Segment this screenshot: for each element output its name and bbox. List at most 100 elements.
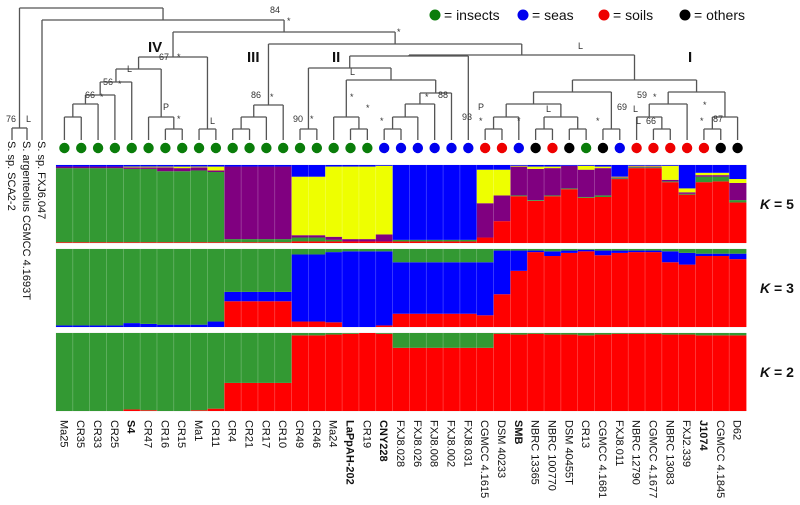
legend-dot (598, 9, 610, 21)
bar-segment (459, 249, 478, 263)
bar-segment (375, 325, 393, 327)
tree-support-labels: 76 L 66 * 56 * L P * L 67 * IV 86 * III 90 * * * * * 88 L II 93 * P… (6, 5, 723, 126)
bar-segment (577, 169, 595, 197)
source-dot-insects (126, 142, 137, 154)
bar-segment (712, 176, 730, 182)
source-dot-soils (665, 142, 676, 154)
bar-segment (661, 182, 680, 243)
bar-segment (594, 168, 612, 196)
bar-segment (645, 333, 663, 411)
bar-segment (510, 165, 528, 166)
support-label: L (546, 104, 551, 114)
bar-segment (695, 253, 713, 257)
clade-label-i: I (688, 49, 692, 66)
bar-segment (274, 239, 293, 243)
bar-segment (241, 239, 259, 243)
support-label: P (163, 102, 169, 112)
bar-segment (560, 250, 579, 253)
bar-segment (123, 165, 141, 167)
bar-segment (712, 165, 730, 173)
bar-segment (291, 249, 309, 255)
support-label: 69 (617, 102, 627, 112)
bar-segment (611, 252, 629, 327)
bar-segment (560, 334, 579, 411)
bar-segment (358, 249, 377, 252)
bar-segment (712, 253, 730, 257)
legend-label: = others (694, 7, 745, 23)
bar-segment (375, 251, 393, 326)
support-label: 59 (637, 90, 647, 100)
panel-k5: K = 5 (55, 164, 794, 244)
bar-segment (661, 165, 680, 180)
bar-segment (257, 382, 276, 411)
bar-segment (207, 165, 225, 167)
bar-segment (72, 249, 91, 326)
bar-segment (56, 333, 74, 411)
bar-segment (527, 200, 545, 243)
support-label: 67 (159, 52, 169, 62)
support-label: 84 (270, 5, 280, 15)
bar-segment (409, 333, 427, 348)
bar-segment (527, 333, 545, 334)
bar-segment (628, 252, 646, 327)
bar-segment (173, 249, 192, 325)
bar-segment (544, 249, 562, 252)
bar-segment (274, 301, 293, 327)
sample-label: NBRC 13083 (663, 420, 675, 485)
bar-segment (56, 249, 74, 326)
bar-segment (443, 241, 461, 243)
bar-segment (527, 165, 545, 167)
bar-segment (308, 249, 326, 255)
bar-segment (661, 165, 680, 166)
bar-segment (527, 252, 545, 327)
bar-segment (628, 166, 646, 168)
bar-segment (527, 200, 545, 201)
support-label: * (517, 116, 521, 126)
bar-segment (140, 167, 158, 169)
bar-segment (241, 382, 259, 411)
bar-segment (342, 251, 360, 327)
bar-segment (476, 165, 494, 170)
bar-segment (308, 335, 326, 411)
bar-segment (89, 166, 107, 169)
bar-segment (628, 167, 646, 169)
bar-segment (308, 235, 326, 238)
bar-segment (392, 241, 410, 243)
source-dot-insects (328, 142, 339, 154)
bar-segment (594, 196, 612, 243)
bar-segment (257, 249, 276, 292)
bar-segment (257, 239, 276, 243)
clade-label-ii: II (332, 49, 340, 66)
bar-segment (291, 165, 309, 177)
bar-segment (476, 333, 494, 348)
bar-segment (645, 168, 663, 243)
bar-segment (274, 165, 293, 167)
source-dot-insects (76, 142, 87, 154)
bar-segment (611, 179, 629, 243)
bar-segment (678, 192, 696, 194)
source-dot-seas (614, 142, 625, 154)
sample-label: CR11 (209, 420, 221, 447)
panel-k3: K = 3 (55, 248, 794, 328)
sample-label: DSM 40233 (495, 420, 507, 478)
bar-segment (207, 333, 225, 409)
bar-segment (241, 301, 259, 327)
bar-segment (661, 334, 680, 411)
bar-segment (661, 262, 680, 327)
bar-segment (611, 250, 629, 253)
k-label-value: = 3 (770, 280, 794, 296)
bar-segment (459, 347, 478, 411)
source-dot-insects (294, 142, 306, 154)
bar-segment (342, 333, 360, 411)
source-dot-soils (631, 142, 642, 154)
bar-segment (645, 252, 663, 327)
bar-segment (729, 179, 747, 183)
bar-segment (443, 239, 461, 242)
bar-segment (224, 165, 242, 167)
bar-segment (628, 250, 646, 253)
sample-label: Ma25 (57, 420, 69, 448)
bar-segment (645, 165, 663, 167)
bar-segment (594, 255, 612, 327)
bar-segment (257, 301, 276, 327)
bar-segment (611, 177, 629, 179)
